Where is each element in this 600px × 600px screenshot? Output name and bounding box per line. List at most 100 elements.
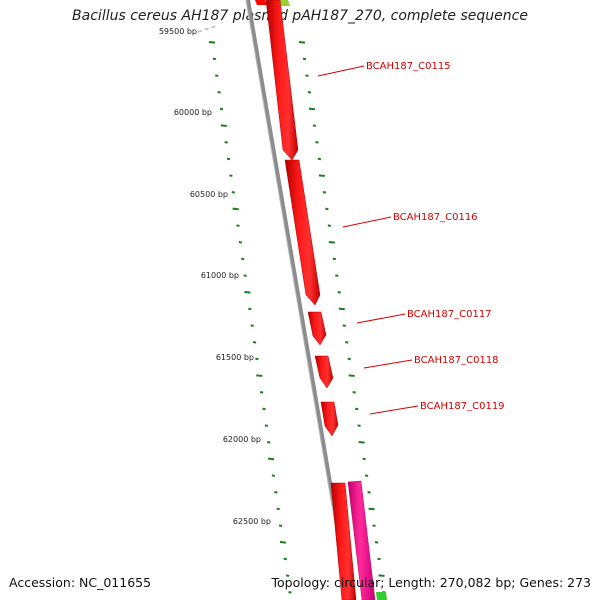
gc-tick (219, 107, 224, 111)
gc-tick (229, 174, 233, 177)
gc-tick (354, 407, 359, 411)
gc-tick (212, 57, 217, 61)
dashed-arc (197, 25, 217, 33)
gc-tick (328, 241, 335, 244)
gene-arrow (307, 311, 327, 346)
gene-leader-line (363, 359, 413, 369)
gc-tick (285, 574, 290, 577)
gc-tick (342, 324, 346, 327)
gc-track-inner (208, 41, 292, 594)
gc-tick (236, 224, 240, 227)
gc-tick (325, 207, 329, 211)
gc-tick (312, 124, 317, 127)
gene-leader-line (342, 216, 392, 228)
gc-tick (358, 441, 365, 444)
gene-arrow (347, 480, 376, 600)
gc-tick (377, 557, 381, 561)
gene-leader-line (356, 313, 406, 324)
gc-tick (368, 507, 375, 511)
gene-arrow (330, 482, 357, 600)
gc-tick (231, 191, 235, 194)
gc-tick (322, 191, 327, 194)
gc-tick (271, 474, 276, 477)
backbone-highlight (245, 0, 349, 600)
gc-tick (372, 524, 376, 527)
gc-tick (364, 474, 369, 477)
gc-tick (267, 441, 271, 444)
gc-tick (335, 274, 339, 277)
gc-tick (255, 357, 259, 361)
gc-tick (274, 491, 278, 494)
ruler-tick-label: 59500 bp (159, 27, 197, 36)
ruler-tick-label: 60500 bp (190, 190, 228, 199)
gc-tick (220, 124, 227, 127)
gene-bcah187-c0116[interactable] (284, 159, 321, 306)
gene-feature-bottom-red[interactable] (330, 482, 357, 600)
ruler-tick-label: 62500 bp (233, 517, 271, 526)
gc-tick (307, 91, 312, 94)
gc-tick (256, 374, 263, 377)
gc-track-outer (298, 41, 386, 594)
gc-tick (238, 241, 243, 244)
gc-tick (279, 541, 287, 544)
gc-tick (248, 307, 252, 311)
gene-leader-line (369, 405, 419, 415)
gc-tick (352, 391, 356, 394)
gc-tick (241, 257, 245, 261)
gc-tick (283, 557, 287, 561)
gc-tick (332, 257, 336, 261)
gene-bcah187-c0117[interactable] (307, 311, 327, 346)
gc-tick (327, 224, 332, 227)
gc-tick (337, 291, 341, 294)
gene-arrow (320, 401, 339, 437)
gc-tick (259, 391, 264, 394)
gc-tick (215, 74, 219, 77)
gene-bcah187-c0119[interactable] (320, 401, 339, 437)
gene-arrow (284, 159, 321, 306)
gc-tick (317, 157, 322, 161)
gc-tick (374, 541, 379, 544)
gene-arrow (314, 355, 334, 389)
gc-tick (362, 457, 366, 461)
gc-tick (345, 341, 349, 344)
summary-text: Topology: circular; Length: 270,082 bp; … (271, 575, 592, 590)
gc-tick (250, 324, 254, 327)
gc-tick (276, 507, 280, 511)
gc-tick (357, 424, 361, 427)
gc-tick (278, 524, 283, 527)
gc-tick (264, 424, 269, 427)
gc-tick (348, 374, 355, 377)
gc-tick (308, 107, 316, 111)
gene-label[interactable]: BCAH187_C0118 (414, 355, 499, 366)
gc-tick (244, 291, 251, 294)
ruler-tick-label: 61000 bp (201, 271, 239, 280)
gene-labels: BCAH187_C0115 BCAH187_C0116 BCAH187_C0117 B… (317, 61, 505, 415)
gc-tick (378, 574, 385, 577)
gc-tick (315, 141, 319, 144)
gc-tick (305, 74, 309, 77)
gc-tick (267, 457, 275, 461)
gc-tick (243, 274, 247, 277)
gene-label[interactable]: BCAH187_C0119 (420, 401, 505, 412)
ruler-tick-label: 60000 bp (174, 108, 212, 117)
gc-tick (208, 41, 216, 44)
gene-bcah187-c0115[interactable] (265, 0, 299, 161)
gc-tick (262, 407, 266, 411)
gc-tick (302, 57, 307, 61)
gene-bcah187-c0118[interactable] (314, 355, 334, 389)
gc-tick (298, 41, 306, 44)
gene-leader-line (317, 65, 365, 77)
gc-tick (217, 91, 221, 94)
gc-tick (252, 341, 257, 344)
gc-tick (226, 157, 231, 161)
gene-label[interactable]: BCAH187_C0116 (393, 212, 478, 223)
gene-arrow (265, 0, 299, 161)
gc-tick (318, 174, 325, 177)
gc-tick (338, 307, 345, 311)
gene-feature-bottom-pink[interactable] (347, 480, 376, 600)
ruler-labels: 59500 bp 60000 bp 60500 bp 61000 bp 61500 bp… (159, 27, 271, 526)
gene-label[interactable]: BCAH187_C0115 (366, 61, 451, 72)
map-title: Bacillus cereus AH187 plasmid pAH187_270… (72, 8, 528, 24)
gene-label[interactable]: BCAH187_C0117 (407, 309, 492, 320)
ruler-tick-label: 62000 bp (223, 435, 261, 444)
